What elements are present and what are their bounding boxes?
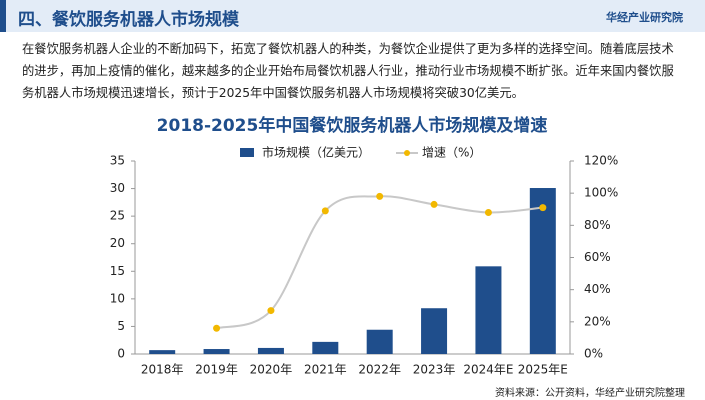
chart-title: 2018-2025年中国餐饮服务机器人市场规模及增速 — [157, 115, 548, 136]
bar — [421, 308, 448, 354]
x-tick-label: 2025年E — [518, 363, 568, 377]
growth-point — [484, 208, 492, 216]
y-tick-label: 0 — [117, 347, 125, 361]
growth-point — [267, 307, 275, 315]
paragraph: 在餐饮服务机器人企业的不断加码下，拓宽了餐饮机器人的种类，为餐饮企业提供了更为多… — [22, 42, 674, 100]
bar — [529, 188, 556, 354]
y2-tick-label: 80% — [584, 218, 611, 232]
legend-label: 市场规模（亿美元） — [262, 145, 370, 160]
y-tick-label: 5 — [117, 319, 125, 333]
x-tick-label: 2020年 — [250, 363, 293, 377]
growth-point — [539, 204, 547, 212]
x-tick-label: 2024年E — [463, 363, 513, 377]
y-tick-label: 15 — [110, 264, 125, 278]
x-tick-label: 2021年 — [304, 363, 347, 377]
bar — [475, 266, 502, 354]
y2-tick-label: 120% — [584, 154, 618, 168]
y2-tick-label: 20% — [584, 314, 611, 328]
y-tick-label: 20 — [110, 236, 125, 250]
growth-point — [213, 324, 221, 332]
header-title: 四、餐饮服务机器人市场规模 — [18, 10, 239, 30]
bar — [312, 341, 339, 354]
y2-tick-label: 0% — [584, 347, 603, 361]
legend-swatch — [404, 150, 410, 156]
growth-point — [321, 207, 329, 215]
bar — [366, 329, 393, 354]
bar — [149, 350, 176, 354]
legend-swatch — [240, 148, 254, 157]
legend-label: 增速（%） — [422, 146, 481, 160]
y2-tick-label: 40% — [584, 282, 611, 296]
logo: 华经产业研究院 — [606, 11, 683, 24]
x-tick-label: 2022年 — [358, 363, 401, 377]
growth-point — [376, 192, 384, 200]
y-tick-label: 25 — [110, 209, 125, 223]
y-tick-label: 30 — [110, 181, 125, 195]
header-stripe — [0, 0, 6, 32]
bar — [203, 349, 230, 354]
x-tick-label: 2019年 — [195, 363, 238, 377]
source: 资料来源：公开资料，华经产业研究院整理 — [495, 388, 685, 399]
y-tick-label: 10 — [110, 291, 125, 305]
x-tick-label: 2023年 — [413, 363, 456, 377]
y-tick-label: 35 — [110, 154, 125, 168]
growth-point — [430, 200, 438, 208]
y2-tick-label: 60% — [584, 250, 611, 264]
bar — [257, 347, 284, 354]
y2-tick-label: 100% — [584, 186, 618, 200]
header: 四、餐饮服务机器人市场规模 华经产业研究院 — [0, 0, 705, 32]
x-tick-label: 2018年 — [141, 363, 184, 377]
